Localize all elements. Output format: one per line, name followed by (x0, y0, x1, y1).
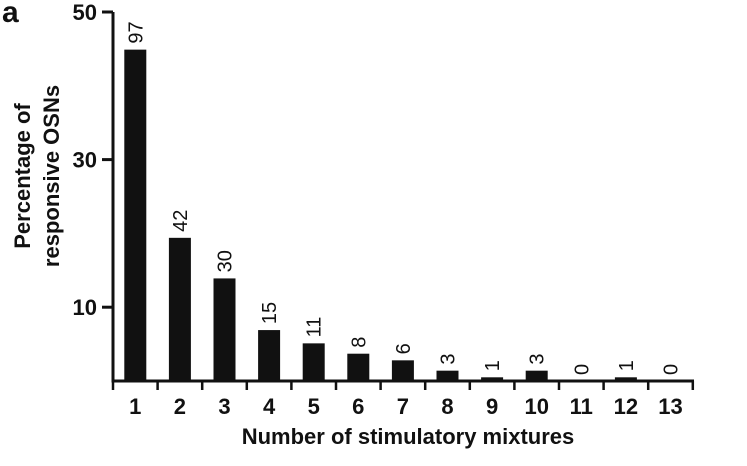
x-tick-label: 7 (397, 394, 409, 419)
y-axis-label: Percentage of responsive OSNs (10, 85, 64, 267)
bar (258, 330, 281, 381)
x-tick-label: 2 (174, 394, 186, 419)
x-tick-label: 10 (524, 394, 548, 419)
x-tick-label: 12 (614, 394, 638, 419)
bar (168, 237, 191, 381)
x-tick-label: 3 (218, 394, 230, 419)
x-tick-label: 6 (352, 394, 364, 419)
x-axis: 1 2 3 4 5 6 7 8 9 10 11 12 13 (111, 379, 695, 419)
y-tick-label: 50 (73, 0, 97, 25)
y-axis: 10 30 50 (73, 0, 115, 381)
x-tick-label: 8 (441, 394, 453, 419)
x-tick-label: 9 (486, 394, 498, 419)
y-axis-label-line-2: responsive OSNs (39, 85, 64, 267)
x-tick-label: 4 (263, 394, 276, 419)
bar-value-label: 11 (304, 317, 326, 338)
y-tick-label: 10 (73, 295, 97, 320)
bar (481, 377, 504, 381)
y-tick-label: 30 (73, 148, 97, 173)
bar-value-label: 1 (482, 360, 504, 371)
bar-value-label: 42 (170, 210, 192, 232)
bar-value-label: 8 (348, 337, 370, 348)
bar-value-label: 3 (527, 354, 549, 365)
bar-value-label: 97 (125, 21, 147, 43)
y-axis-label-line-1: Percentage of (10, 103, 35, 249)
bar-value-label: 30 (215, 250, 237, 272)
bar (124, 49, 147, 381)
panel-label: a (2, 0, 19, 29)
bar (525, 370, 548, 381)
bar-value-label: 6 (393, 343, 415, 354)
bar (391, 360, 414, 381)
bar-value-label: 1 (616, 360, 638, 371)
bar-value-label: 3 (438, 354, 460, 365)
bar (436, 370, 459, 381)
bar (213, 278, 236, 381)
x-tick-label: 13 (658, 394, 682, 419)
x-tick-label: 11 (570, 394, 593, 419)
bar-value-label: 15 (259, 302, 281, 324)
bar-value-label: 0 (571, 364, 593, 375)
bar (347, 353, 370, 381)
x-tick-label: 1 (129, 394, 141, 419)
bar-value-label: 0 (661, 364, 683, 375)
bar (614, 377, 637, 381)
x-tick-label: 5 (308, 394, 320, 419)
x-axis-label: Number of stimulatory mixtures (242, 424, 575, 449)
bar (302, 343, 325, 381)
